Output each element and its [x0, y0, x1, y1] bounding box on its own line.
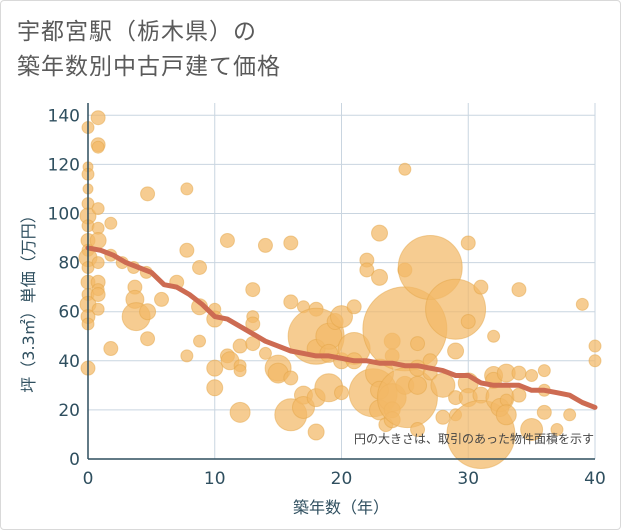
chart-title: 宇都宮駅（栃木県）の 築年数別中古戸建て価格	[17, 15, 281, 85]
data-point	[460, 235, 476, 251]
data-point	[154, 291, 170, 307]
x-tick-label: 20	[331, 469, 353, 489]
data-point	[330, 305, 353, 329]
data-point	[192, 259, 208, 275]
data-point	[307, 423, 325, 441]
data-point	[520, 418, 544, 442]
data-point	[371, 224, 389, 242]
data-point	[511, 282, 527, 298]
data-point	[90, 287, 106, 303]
x-tick-label: 10	[204, 469, 226, 489]
data-point	[359, 262, 375, 278]
trend-line	[85, 245, 598, 410]
x-tick-label: 40	[584, 469, 606, 489]
data-point	[408, 375, 428, 395]
chart-title-line-2: 築年数別中古戸建て価格	[17, 54, 281, 80]
data-point	[139, 303, 157, 321]
data-point	[229, 401, 251, 423]
chart-title-line-1: 宇都宮駅（栃木県）の	[17, 19, 257, 45]
y-tick-label: 60	[58, 303, 80, 323]
y-tick-label: 120	[48, 155, 80, 175]
data-point	[410, 422, 426, 438]
tick-labels: 0 10 20 30 40 0 20 40 60 80 100 120 140	[48, 106, 606, 489]
data-point	[371, 268, 389, 286]
y-tick-label: 140	[48, 106, 80, 126]
data-point	[180, 182, 194, 196]
bubble-size-note: 円の大きさは、取引のあった物件面積を示す	[354, 431, 594, 446]
y-tick-label: 20	[58, 401, 80, 421]
data-point	[499, 393, 513, 407]
data-point	[180, 349, 194, 363]
data-point	[257, 237, 273, 253]
data-point	[334, 385, 349, 401]
data-point	[537, 364, 551, 378]
data-point	[91, 256, 105, 270]
data-point	[91, 202, 105, 216]
x-tick-label: 30	[457, 469, 479, 489]
data-point	[511, 365, 527, 381]
data-point	[283, 370, 299, 386]
data-point	[435, 409, 451, 425]
x-axis-label: 築年数（年）	[293, 498, 389, 517]
data-point	[283, 294, 299, 310]
y-tick-label: 100	[48, 204, 80, 224]
data-point	[398, 162, 412, 176]
data-point	[430, 372, 456, 398]
data-point	[473, 279, 489, 295]
data-point	[460, 314, 476, 330]
y-tick-label: 80	[58, 254, 80, 274]
data-point	[588, 339, 602, 353]
data-point	[525, 369, 539, 383]
data-point	[410, 336, 426, 352]
y-tick-label: 40	[58, 352, 80, 372]
data-point	[233, 364, 247, 378]
data-point	[91, 140, 105, 154]
data-point	[588, 354, 602, 368]
data-point	[206, 379, 224, 397]
data-point	[575, 297, 589, 311]
data-point	[536, 404, 552, 420]
y-tick-label: 0	[69, 450, 80, 470]
data-point	[193, 334, 207, 348]
data-point	[258, 346, 272, 360]
data-point	[550, 423, 564, 437]
axes	[87, 103, 595, 460]
data-point	[179, 242, 195, 258]
data-point	[140, 331, 156, 347]
y-axis-label: 坪（3.3㎡）単価（万円）	[19, 207, 38, 392]
data-point	[103, 341, 119, 357]
data-point	[495, 404, 517, 426]
data-point	[232, 338, 248, 354]
data-point	[447, 342, 465, 360]
data-point	[104, 216, 118, 230]
data-point	[206, 359, 224, 377]
data-point	[511, 387, 527, 403]
data-point	[563, 408, 577, 422]
data-point	[346, 299, 362, 315]
data-point	[245, 282, 261, 298]
data-point	[89, 231, 107, 249]
data-point	[219, 232, 235, 248]
x-tick-label: 0	[83, 469, 94, 489]
data-point	[91, 302, 105, 316]
data-point	[487, 329, 501, 343]
data-point	[140, 186, 156, 202]
data-point	[90, 110, 106, 126]
data-point	[283, 235, 299, 251]
